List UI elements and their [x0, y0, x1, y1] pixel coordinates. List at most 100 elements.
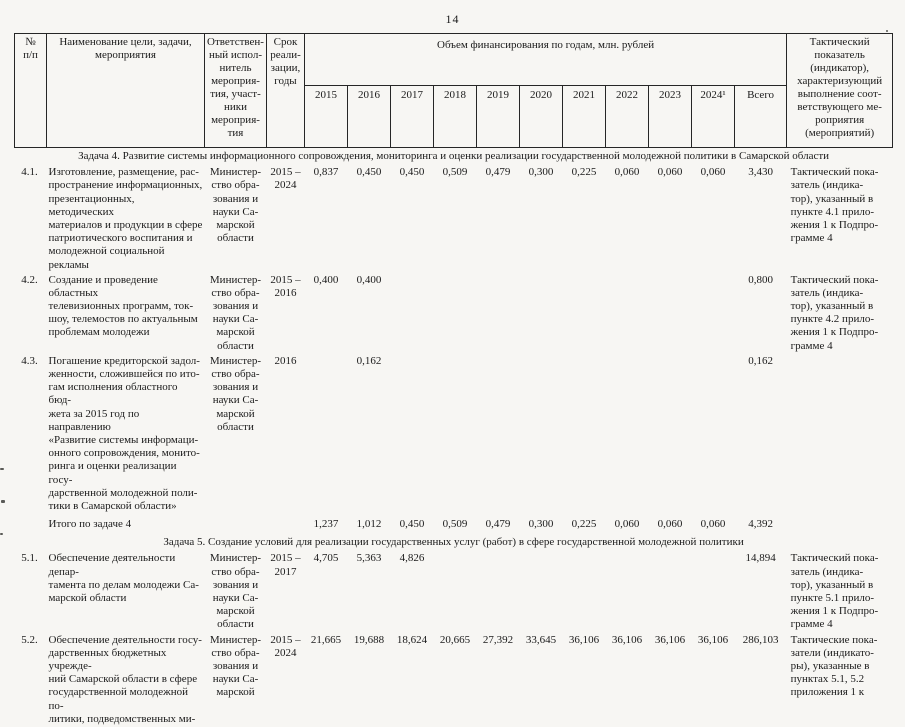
col-header-indicator: Тактический показатель (индикатор), хара… [786, 33, 894, 148]
funding-value-2023: 0,060 [657, 518, 683, 531]
funding-value-2024: 0,060 [700, 518, 726, 531]
tactical-indicator: Тактический пока- затель (индика- тор), … [790, 552, 879, 631]
col-header-year-2017: 2017 [390, 85, 434, 148]
funding-value-2016: 0,450 [356, 166, 382, 179]
page-number: 14 [445, 12, 460, 26]
funding-value-2015: 0,837 [313, 166, 339, 179]
funding-value-2020: 33,645 [525, 633, 557, 646]
funding-value-2024 [692, 273, 735, 354]
measure-row: 4.1. Изготовление, размещение, рас- прост… [15, 165, 893, 273]
row-number: 4.1. [21, 166, 38, 179]
row-number: 4.2. [21, 273, 38, 286]
responsible-executor [205, 514, 267, 534]
col-header-year-2018: 2018 [433, 85, 477, 148]
funding-total: 286,103 [742, 633, 779, 646]
funding-value-2021 [563, 551, 606, 632]
funding-value-2023 [649, 273, 692, 354]
col-header-responsible: Ответствен- ный испол- нитель мероприя- … [204, 33, 267, 148]
funding-value-2023 [649, 354, 692, 514]
funding-value-2018 [434, 273, 477, 354]
implementation-term: 2015 – 2017 [270, 552, 301, 578]
funding-value-2017: 4,826 [399, 552, 425, 565]
funding-value-2019 [477, 354, 520, 514]
funding-value-2017 [391, 354, 434, 514]
funding-value-2024: 0,060 [700, 166, 726, 179]
funding-value-2016: 0,400 [356, 273, 382, 286]
responsible-executor: Министер- ство обра- зования и науки Са-… [209, 166, 262, 245]
financing-table: № п/п Наименование цели, задачи, меропри… [14, 33, 894, 727]
funding-value-2020 [520, 273, 563, 354]
implementation-term: 2015 – 2024 [270, 166, 301, 192]
funding-value-2020 [520, 354, 563, 514]
funding-value-2021: 36,106 [568, 633, 600, 646]
col-header-funding: Объем финансирования по годам, млн. рубл… [303, 33, 788, 86]
funding-value-2024 [692, 354, 735, 514]
funding-value-2016: 0,162 [356, 354, 382, 367]
funding-value-2016: 5,363 [356, 552, 382, 565]
responsible-executor: Министер- ство обра- зования и науки Са-… [209, 633, 262, 699]
funding-value-2015: 0,400 [313, 273, 339, 286]
funding-value-2021: 0,225 [571, 518, 597, 531]
funding-value-2018 [434, 551, 477, 632]
funding-value-2022: 0,060 [614, 518, 640, 531]
funding-value-2021 [563, 354, 606, 514]
funding-value-2024 [692, 551, 735, 632]
funding-value-2018: 0,509 [442, 166, 468, 179]
scan-artifact [886, 30, 888, 32]
tactical-indicator [787, 354, 893, 514]
col-header-number: № п/п [14, 33, 47, 148]
funding-value-2016: 1,012 [356, 518, 382, 531]
funding-value-2022: 0,060 [614, 166, 640, 179]
task-section-row: Задача 5. Создание условий для реализаци… [15, 534, 893, 551]
funding-value-2023: 36,106 [654, 633, 686, 646]
responsible-executor: Министер- ство обра- зования и науки Са-… [209, 552, 262, 631]
funding-value-2020 [520, 551, 563, 632]
col-header-year-2019: 2019 [476, 85, 520, 148]
task-section-label: Задача 5. Создание условий для реализаци… [163, 536, 744, 549]
funding-value-2018: 0,509 [442, 518, 468, 531]
funding-value-2017 [391, 273, 434, 354]
tactical-indicator: Тактические пока- затели (индикато- ры),… [790, 633, 878, 699]
funding-value-2015 [305, 354, 348, 514]
measure-name: Обеспечение деятельности госу- дарственн… [48, 633, 202, 725]
funding-value-2019: 0,479 [485, 518, 511, 531]
col-header-year-2022: 2022 [605, 85, 649, 148]
funding-value-2015: 4,705 [313, 552, 339, 565]
funding-total: 0,800 [748, 273, 773, 286]
measure-name: Погашение кредиторской задол- женности, … [48, 354, 200, 512]
scan-artifact [0, 533, 3, 535]
implementation-term [267, 514, 305, 534]
measure-name: Итого по задаче 4 [48, 518, 132, 531]
funding-value-2019 [477, 551, 520, 632]
tactical-indicator: Тактический пока- затель (индика- тор), … [790, 273, 879, 352]
tactical-indicator: Тактический пока- затель (индика- тор), … [790, 166, 879, 245]
row-number: 5.2. [21, 633, 38, 646]
row-number: 4.3. [21, 354, 38, 367]
col-header-year-2020: 2020 [519, 85, 563, 148]
funding-value-2017: 0,450 [399, 166, 425, 179]
funding-value-2017: 0,450 [399, 518, 425, 531]
funding-value-2022 [606, 354, 649, 514]
tactical-indicator [787, 514, 893, 534]
responsible-executor: Министер- ство обра- зования и науки Са-… [209, 354, 262, 433]
table-header-row-2: 2015 2016 2017 2018 2019 2020 2021 2022 … [15, 85, 893, 148]
implementation-term: 2015 – 2016 [270, 273, 301, 299]
funding-value-2019: 27,392 [482, 633, 514, 646]
funding-value-2016: 19,688 [353, 633, 385, 646]
funding-value-2023 [649, 551, 692, 632]
table-header: № п/п Наименование цели, задачи, меропри… [14, 33, 894, 148]
funding-value-2020: 0,300 [528, 166, 554, 179]
funding-total: 3,430 [748, 166, 773, 179]
scan-artifact [1, 500, 5, 503]
col-header-name: Наименование цели, задачи, мероприятия [46, 33, 205, 148]
row-number: 5.1. [21, 552, 38, 565]
funding-total: 4,392 [748, 518, 773, 531]
task-section-row: Задача 4. Развитие системы информационно… [15, 148, 893, 166]
funding-total: 14,894 [745, 552, 776, 565]
funding-value-2019: 0,479 [485, 166, 511, 179]
col-header-year-2021: 2021 [562, 85, 606, 148]
col-header-total: Всего [733, 85, 788, 148]
funding-value-2015: 1,237 [313, 518, 339, 531]
measure-row: 4.3. Погашение кредиторской задол- женнос… [15, 354, 893, 514]
subtotal-row: Итого по задаче 4 1,237 1,012 0,450 0,509 0,4… [15, 514, 893, 534]
